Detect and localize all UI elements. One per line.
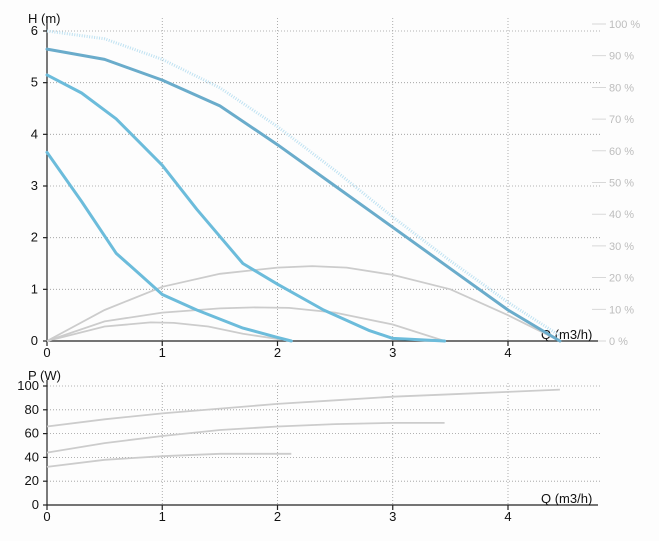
pct-tick-label: 0 % xyxy=(609,336,628,348)
efficiency-curve-1 xyxy=(46,265,561,342)
head-ytick-label: 4 xyxy=(31,126,38,141)
pct-tick-label: 100 % xyxy=(609,19,640,31)
max-head-dotted-curve xyxy=(46,29,561,338)
head-xtick-label: 4 xyxy=(504,345,511,360)
power-xtick-label: 1 xyxy=(159,509,166,524)
pct-tick-label: 30 % xyxy=(609,241,634,253)
pct-tick-label: 40 % xyxy=(609,209,634,221)
pct-tick-label: 20 % xyxy=(609,273,634,285)
power-ytick-label: 20 xyxy=(25,473,39,488)
efficiency-curve-2 xyxy=(46,306,445,342)
power-ytick-label: 40 xyxy=(25,449,39,464)
head-curve-1 xyxy=(45,47,562,343)
pct-tick-label: 50 % xyxy=(609,178,634,190)
power-ytick-label: 0 xyxy=(32,497,39,512)
power-xtick-label: 4 xyxy=(504,509,511,524)
head-xtick-label: 1 xyxy=(159,345,166,360)
power-xtick-label: 0 xyxy=(43,509,50,524)
head-ytick-label: 5 xyxy=(31,75,38,90)
head-xtick-label: 2 xyxy=(274,345,281,360)
head-axis-label: H (m) xyxy=(28,11,61,26)
head-curve-3 xyxy=(45,150,293,343)
head-ytick-label: 0 xyxy=(31,333,38,348)
power-ytick-label: 60 xyxy=(25,426,39,441)
head-ytick-label: 1 xyxy=(31,281,38,296)
power-axis-label: P (W) xyxy=(28,368,61,383)
pct-tick-label: 60 % xyxy=(609,146,634,158)
head-ytick-label: 3 xyxy=(31,178,38,193)
head-ytick-label: 2 xyxy=(31,230,38,245)
head-xtick-label: 3 xyxy=(389,345,396,360)
head-curve-2 xyxy=(45,73,447,343)
power-curve-3 xyxy=(46,452,292,468)
power-flow-axis-label: Q (m3/h) xyxy=(541,491,592,506)
head-ytick-label: 6 xyxy=(31,23,38,38)
power-xtick-label: 2 xyxy=(274,509,281,524)
power-ytick-label: 80 xyxy=(25,402,39,417)
pct-tick-label: 70 % xyxy=(609,114,634,126)
pct-tick-label: 90 % xyxy=(609,51,634,63)
power-ytick-label: 100 xyxy=(17,378,39,393)
head-xtick-label: 0 xyxy=(43,345,50,360)
pct-tick-label: 80 % xyxy=(609,82,634,94)
power-xtick-label: 3 xyxy=(389,509,396,524)
power-curve-1 xyxy=(46,388,560,428)
power-curve-2 xyxy=(46,422,445,454)
pct-tick-label: 10 % xyxy=(609,304,634,316)
efficiency-curve-3 xyxy=(46,321,292,342)
